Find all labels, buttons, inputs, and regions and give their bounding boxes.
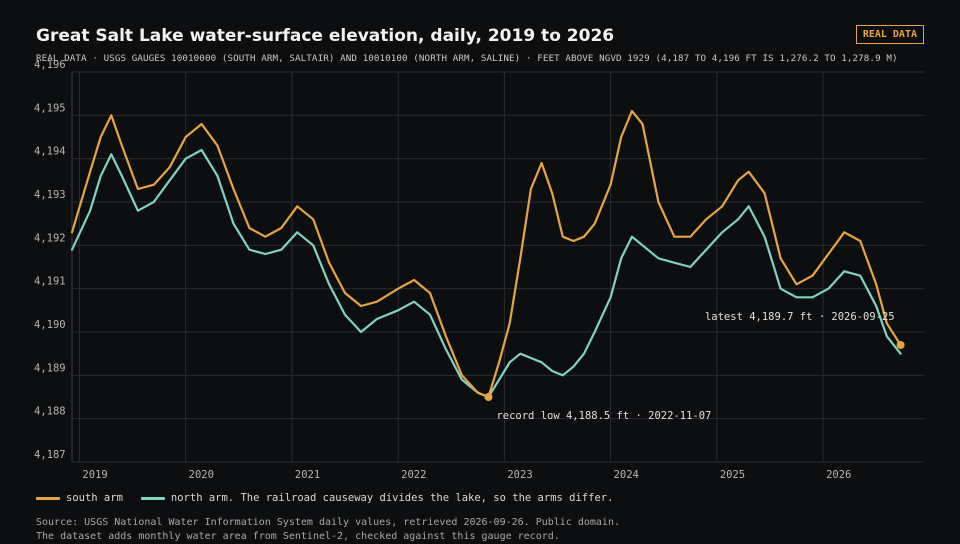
source-note: Source: USGS National Water Information … [36,516,620,544]
x-tick-label: 2023 [507,469,532,481]
grid-layer [72,71,924,463]
real-data-badge: REAL DATA [855,25,924,44]
axis-layer: 4,187 4,188 4,189 4,190 4,191 4,192 4,193 4,194… [34,59,851,481]
x-tick-label: 2025 [720,469,745,481]
y-tick-label: 4,194 [34,146,66,158]
x-tick-label: 2026 [826,469,851,481]
annotation-label-record: record low 4,188.5 ft · 2022-11-07 [496,410,711,422]
legend-label-south: south arm [66,492,123,504]
annotation-label-latest: latest 4,189.7 ft · 2026-09-25 [705,311,895,323]
annotation-layer: record low 4,188.5 ft · 2022-11-07 latest… [484,311,905,422]
y-tick-label: 4,191 [34,276,66,288]
x-tick-label: 2020 [189,469,214,481]
y-tick-label: 4,189 [34,362,66,374]
legend-item-north: north arm. The railroad causeway divides… [140,492,614,504]
x-tick-label: 2019 [82,469,107,481]
legend-swatch-south [36,496,60,500]
y-tick-label: 4,187 [34,449,66,461]
legend: south arm north arm. The railroad causew… [36,492,613,504]
y-tick-label: 4,192 [34,232,66,244]
y-tick-label: 4,195 [34,102,66,114]
page-subtitle: REAL DATA · USGS GAUGES 10010000 (SOUTH … [36,53,898,64]
series-layer [70,109,902,399]
series-line-north [70,148,902,399]
series-line-south [70,109,902,399]
annotation-marker-latest [896,341,905,349]
x-tick-label: 2021 [295,469,320,481]
x-tick-label: 2024 [614,469,639,481]
y-tick-label: 4,188 [34,406,66,418]
legend-item-south: south arm [36,492,123,504]
y-tick-label: 4,196 [34,59,66,71]
x-tick-label: 2022 [401,469,426,481]
page-title: Great Salt Lake water-surface elevation,… [36,26,615,46]
legend-label-north: north arm. The railroad causeway divides… [170,492,614,504]
source-line-1: Source: USGS National Water Information … [36,517,620,528]
legend-swatch-north [140,496,165,500]
y-tick-label: 4,190 [34,319,66,331]
annotation-marker-record [484,393,493,401]
source-line-2: The dataset adds monthly water area from… [36,531,560,542]
y-tick-label: 4,193 [34,189,66,201]
